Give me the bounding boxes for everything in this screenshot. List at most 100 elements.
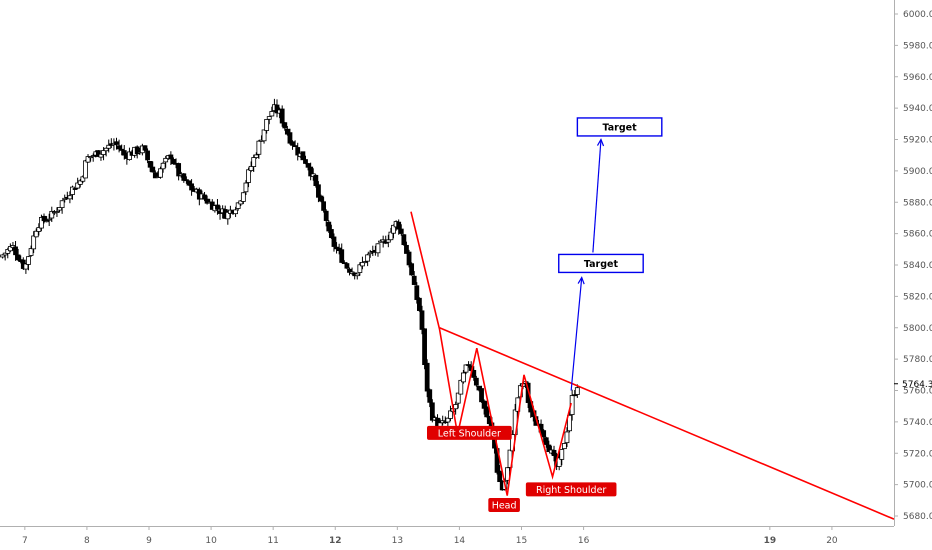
candle-body	[344, 263, 350, 269]
candle-body	[253, 154, 259, 158]
candle-body	[256, 140, 262, 155]
candle-body	[525, 382, 531, 403]
candle-body	[427, 389, 433, 403]
candle-body	[362, 261, 368, 264]
candle-body	[360, 261, 365, 267]
y-tick-label: 5800.0	[903, 324, 932, 334]
candle-body	[541, 430, 547, 438]
candle-body	[411, 275, 417, 285]
candle-body	[62, 197, 68, 200]
candle-body	[318, 195, 324, 202]
candle-body	[458, 379, 464, 395]
candle-body	[5, 249, 11, 254]
candle-body	[147, 160, 153, 168]
candle-body	[183, 179, 189, 182]
candle-body	[406, 251, 412, 266]
x-tick-label: 14	[454, 536, 466, 546]
candle-body	[313, 174, 319, 186]
y-tick-label: 5740.0	[903, 418, 932, 428]
x-tick-label: 13	[392, 536, 403, 546]
y-tick-label: 5940.0	[903, 104, 932, 114]
candle-body	[416, 297, 422, 311]
candle-body	[455, 392, 461, 404]
candle-body	[261, 129, 267, 142]
candle-body	[233, 209, 238, 215]
candle-body	[248, 165, 254, 171]
candle-body	[370, 250, 376, 253]
candle-body	[119, 148, 125, 151]
candle-body	[240, 192, 246, 202]
candle-body	[83, 160, 88, 179]
candle-body	[419, 310, 425, 330]
candle-body	[15, 254, 21, 261]
candle-body	[246, 169, 251, 183]
candle-body	[215, 204, 220, 210]
candle-body	[292, 145, 298, 148]
candle-body	[171, 159, 176, 165]
candle-body	[574, 387, 580, 395]
y-tick-label: 5760.0	[903, 387, 932, 397]
pattern-label-box	[427, 425, 512, 440]
candle-body	[75, 182, 81, 189]
candle-body	[466, 364, 471, 366]
candle-body	[274, 104, 280, 114]
candle-body	[80, 176, 86, 182]
candle-body	[409, 263, 415, 276]
candle-body	[295, 147, 301, 156]
candle-body	[160, 162, 166, 170]
candle-body	[33, 230, 39, 238]
candle-body	[282, 122, 288, 129]
candle-body	[290, 141, 295, 146]
candle-body	[41, 215, 47, 222]
annotations: Target Target Left Shoulder Head Right Shoul…	[410, 117, 895, 520]
candle-body	[150, 166, 156, 173]
target-arrow-head	[577, 276, 585, 285]
candle-body	[186, 180, 192, 186]
y-tick-label: 5720.0	[903, 449, 932, 459]
y-tick-label: 5920.0	[903, 136, 932, 146]
candle-body	[479, 388, 484, 403]
candle-body	[181, 173, 187, 181]
candle-body	[106, 144, 112, 149]
x-tick-label: 15	[516, 536, 527, 546]
candle-body	[347, 268, 352, 273]
x-tick-label: 20	[826, 536, 838, 546]
candle-body	[189, 183, 194, 191]
candle-body	[375, 243, 381, 254]
candle-body	[445, 417, 451, 423]
candle-body	[67, 195, 73, 200]
candle-body	[46, 218, 52, 221]
candle-body	[77, 180, 83, 185]
candle-body	[70, 186, 75, 195]
candle-body	[305, 163, 311, 168]
candle-body	[7, 246, 13, 252]
candle-body	[391, 224, 396, 234]
candle-body	[481, 400, 487, 409]
candle-body	[396, 221, 402, 230]
candle-body	[204, 198, 210, 204]
candle-body	[564, 431, 570, 444]
pattern-label: Right Shoulder	[536, 485, 606, 496]
candle-body	[385, 239, 391, 243]
candle-body	[463, 364, 469, 373]
candle-body	[287, 132, 293, 144]
candle-body	[243, 182, 249, 193]
target-arrow-line	[592, 139, 602, 253]
candle-body	[49, 210, 55, 219]
candle-body	[28, 248, 34, 256]
y-tick-label: 5860.0	[903, 230, 932, 240]
pattern-label-box	[488, 498, 520, 513]
candle-body	[134, 146, 140, 155]
pattern-label: Left Shoulder	[438, 428, 501, 439]
candle-body	[23, 263, 29, 270]
candle-body	[59, 200, 65, 208]
candle-body	[152, 172, 158, 179]
candle-body	[357, 264, 363, 273]
candle-body	[238, 200, 244, 205]
candle-body	[476, 385, 482, 391]
candle-body	[572, 394, 578, 397]
candle-body	[551, 449, 557, 457]
y-tick-label: 5900.0	[903, 167, 932, 177]
neckline	[439, 327, 895, 520]
